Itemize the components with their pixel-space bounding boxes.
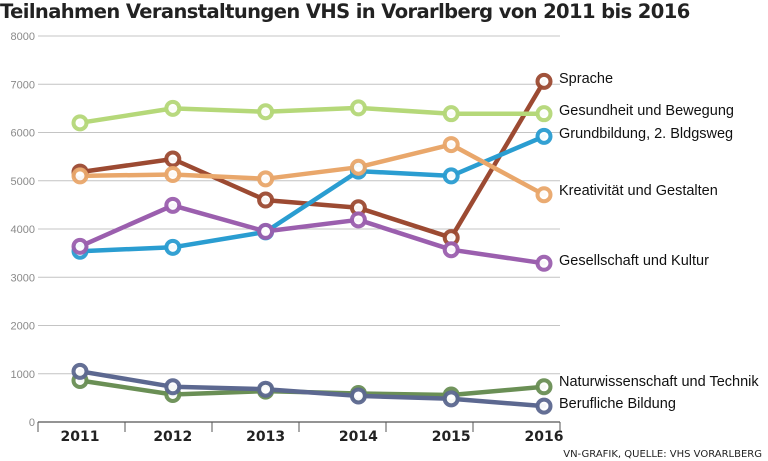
data-point-kreativität-und-gestalten — [257, 170, 275, 188]
series-lines — [77, 79, 547, 409]
data-point-berufliche-bildung — [257, 380, 275, 398]
data-point-gesundheit-und-bewegung — [535, 105, 553, 123]
x-tick-label: 2011 — [61, 429, 100, 445]
data-point-grundbildung-2-bldgsweg — [164, 238, 182, 256]
data-point-gesellschaft-und-kultur — [164, 196, 182, 214]
data-point-kreativität-und-gestalten — [535, 186, 553, 204]
data-point-gesellschaft-und-kultur — [535, 254, 553, 272]
data-point-grundbildung-2-bldgsweg — [535, 127, 553, 145]
series-line-kreativität-und-gestalten — [77, 142, 547, 197]
data-point-kreativität-und-gestalten — [349, 158, 367, 176]
series-labels: Sprache Gesundheit und Bewegung Grundbildu… — [559, 71, 759, 412]
data-point-gesundheit-und-bewegung — [349, 99, 367, 117]
series-label-gesundheit-und-bewegung: Gesundheit und Bewegung — [559, 103, 734, 119]
y-tick-label: 8000 — [11, 31, 35, 43]
y-tick-label: 1000 — [11, 369, 35, 381]
series-label-sprache: Sprache — [559, 71, 613, 87]
data-point-berufliche-bildung — [442, 390, 460, 408]
series-line-berufliche-bildung — [77, 369, 547, 409]
data-point-kreativität-und-gestalten — [71, 167, 89, 185]
y-tick-label: 3000 — [11, 272, 35, 284]
data-point-gesundheit-und-bewegung — [257, 103, 275, 121]
x-tick-label: 2014 — [339, 429, 378, 445]
x-tick-label: 2013 — [246, 429, 285, 445]
data-point-berufliche-bildung — [71, 362, 89, 380]
data-point-gesundheit-und-bewegung — [164, 99, 182, 117]
x-tick-label: 2012 — [153, 429, 192, 445]
data-point-gesundheit-und-bewegung — [71, 114, 89, 132]
data-point-berufliche-bildung — [164, 378, 182, 396]
y-tick-label: 6000 — [11, 128, 35, 140]
data-point-kreativität-und-gestalten — [164, 165, 182, 183]
y-tick-label: 5000 — [11, 176, 35, 188]
data-point-sprache — [257, 191, 275, 209]
series-label-kreativität-und-gestalten: Kreativität und Gestalten — [559, 183, 718, 199]
series-label-naturwissenschaft-und-technik: Naturwissenschaft und Technik — [559, 374, 759, 390]
source-note: VN-GRAFIK, QUELLE: VHS VORARLBERG — [563, 449, 762, 460]
data-points — [71, 72, 553, 415]
data-point-berufliche-bildung — [349, 387, 367, 405]
series-line-gesundheit-und-bewegung — [77, 105, 547, 126]
y-tick-label: 0 — [29, 417, 35, 429]
data-point-gesellschaft-und-kultur — [349, 211, 367, 229]
y-tick-label: 2000 — [11, 321, 35, 333]
y-tick-label: 7000 — [11, 79, 35, 91]
data-point-kreativität-und-gestalten — [442, 136, 460, 154]
data-point-gesellschaft-und-kultur — [71, 237, 89, 255]
series-line-grundbildung-2-bldgsweg — [77, 134, 547, 254]
data-point-gesundheit-und-bewegung — [442, 105, 460, 123]
y-tick-label: 4000 — [11, 224, 35, 236]
series-line-gesellschaft-und-kultur — [77, 203, 547, 266]
x-tick-label: 2016 — [525, 429, 564, 445]
data-point-naturwissenschaft-und-technik — [535, 378, 553, 396]
series-label-berufliche-bildung: Berufliche Bildung — [559, 396, 676, 412]
series-label-gesellschaft-und-kultur: Gesellschaft und Kultur — [559, 253, 709, 269]
data-point-sprache — [164, 150, 182, 168]
data-point-grundbildung-2-bldgsweg — [442, 167, 460, 185]
x-tick-label: 2015 — [432, 429, 471, 445]
data-point-gesellschaft-und-kultur — [442, 241, 460, 259]
data-point-berufliche-bildung — [535, 397, 553, 415]
data-point-gesellschaft-und-kultur — [257, 222, 275, 240]
data-point-sprache — [535, 72, 553, 90]
chart-title: Teilnahmen Veranstaltungen VHS in Vorarl… — [0, 0, 690, 23]
series-label-grundbildung-2-bldgsweg: Grundbildung, 2. Bldgsweg — [559, 126, 733, 142]
axes: 0 1000 2000 3000 4000 5000 6000 7000 8000 2011 201… — [11, 31, 564, 445]
